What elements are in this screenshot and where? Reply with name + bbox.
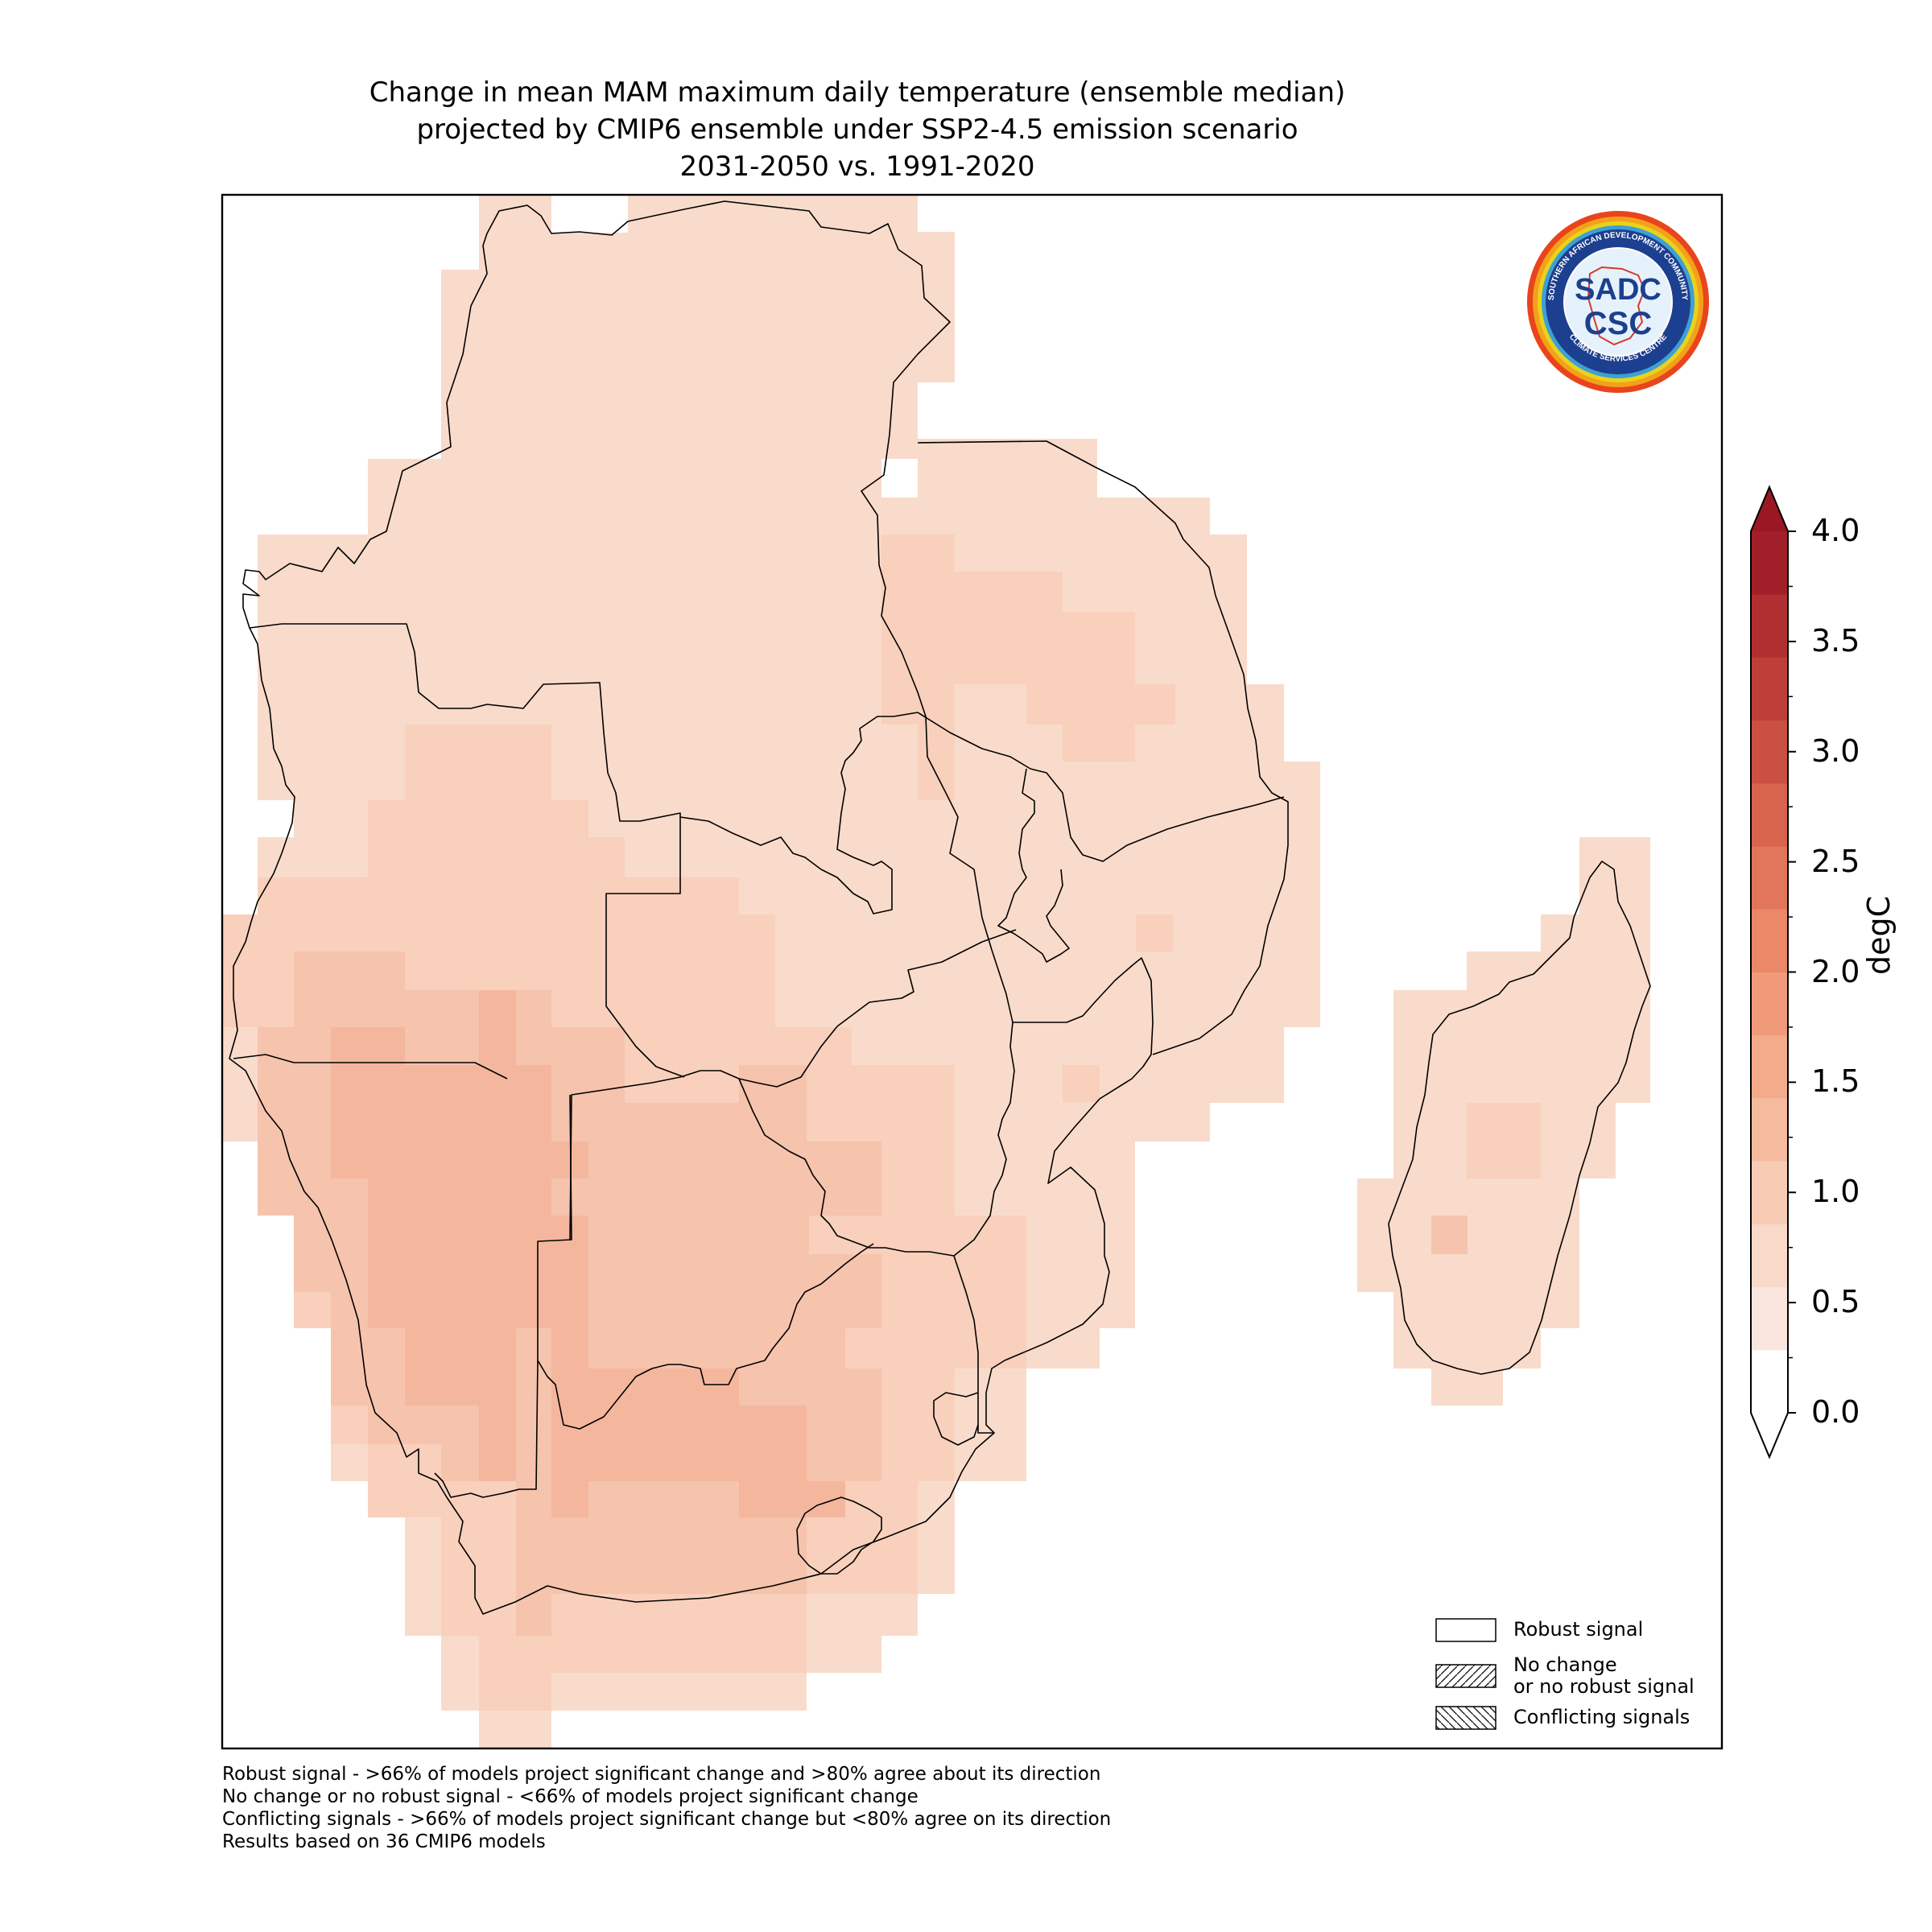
- colorbar-segment: [1751, 1097, 1788, 1162]
- legend-label-robust: Robust signal: [1513, 1618, 1644, 1641]
- title-line-2: projected by CMIP6 ensemble under SSP2-4…: [416, 114, 1298, 146]
- colorbar-tick-label: 1.5: [1811, 1063, 1860, 1100]
- sadc-csc-logo: SADC CSC SOUTHERN AFRICAN DEVELOPMENT CO…: [1527, 211, 1709, 393]
- border-angola-namibia: [233, 1054, 508, 1080]
- colorbar-segment: [1751, 1286, 1788, 1351]
- border-zambia-zimbabwe: [569, 929, 1017, 1241]
- border-tanzania-north: [917, 712, 1285, 862]
- country-boundaries: [229, 200, 1651, 1615]
- legend-swatch-no-change: [1435, 1664, 1496, 1688]
- grid-gap-lake: [881, 459, 918, 497]
- colorbar-segment: [1751, 782, 1788, 847]
- coastline-east-africa: [917, 440, 1289, 1055]
- colorbar-segment: [1751, 1161, 1788, 1224]
- map-frame: [221, 193, 1724, 1750]
- grid-cell-mozambique: [1136, 914, 1173, 952]
- colorbar-tick-label: 2.0: [1811, 953, 1860, 989]
- colorbar-segment: [1751, 1349, 1788, 1414]
- footnote-4: Results based on 36 CMIP6 models: [222, 1831, 546, 1852]
- colorbar-tick-label: 4.0: [1811, 513, 1860, 548]
- title-line-3: 2031-2050 vs. 1991-2020: [679, 151, 1035, 183]
- border-south-africa-mozambique: [953, 1255, 994, 1434]
- logo-africa-icon: [1587, 266, 1646, 346]
- footnotes: Robust signal - >66% of models project s…: [222, 1763, 1111, 1853]
- colorbar-extend-high: [1751, 487, 1788, 531]
- logo-mark-bottom: CSC: [1584, 306, 1652, 341]
- title-line-1: Change in mean MAM maximum daily tempera…: [369, 76, 1346, 109]
- colorbar-tick-label: 0.5: [1811, 1284, 1860, 1320]
- colorbar-tick-label: 1.0: [1811, 1174, 1860, 1210]
- coastline-mainland: [229, 200, 1154, 1615]
- colorbar: [1750, 485, 1796, 1459]
- footnote-1: Robust signal - >66% of models project s…: [222, 1764, 1101, 1785]
- border-south-africa-botswana: [537, 1243, 874, 1430]
- grid-region-highest: [331, 990, 625, 1481]
- border-drc-angola: [249, 623, 681, 853]
- coastline-madagascar: [1388, 861, 1651, 1375]
- colorbar-tick-label: 0.0: [1811, 1394, 1860, 1430]
- temperature-grid: [222, 195, 1650, 1748]
- footnote-2: No change or no robust signal - <66% of …: [222, 1786, 919, 1807]
- colorbar-segment: [1751, 909, 1788, 972]
- border-drc-zambia: [679, 712, 919, 914]
- legend-label-no-change-1: No change: [1513, 1653, 1617, 1676]
- border-eswatini: [933, 1392, 979, 1446]
- border-botswana-namibia: [434, 1094, 572, 1498]
- colorbar-segment: [1751, 657, 1788, 721]
- grid-region-moderate-east: [881, 535, 1175, 800]
- colorbar-tick-label: 3.5: [1811, 622, 1860, 658]
- footnote-3: Conflicting signals - >66% of models pro…: [222, 1809, 1112, 1830]
- colorbar-tick-label: 2.5: [1811, 843, 1860, 879]
- colorbar-label: degC: [1861, 895, 1897, 975]
- colorbar-segment: [1751, 531, 1788, 595]
- colorbar-segment: [1751, 720, 1788, 784]
- colorbar-segment: [1751, 972, 1788, 1036]
- border-zambia-malawi-mozambique: [997, 768, 1070, 963]
- legend-label-conflicting: Conflicting signals: [1513, 1706, 1690, 1728]
- border-lesotho: [796, 1496, 882, 1575]
- grid-cell-mozambique-south: [1063, 1065, 1100, 1102]
- grid-region-highest-south: [551, 1368, 845, 1517]
- border-zimbabwe: [738, 1022, 1015, 1257]
- legend-label-no-change-2: or no robust signal: [1513, 1675, 1695, 1698]
- colorbar-extend-low: [1751, 1413, 1788, 1457]
- grid-cell-madagascar-high: [1431, 1216, 1468, 1254]
- colorbar-segment: [1751, 594, 1788, 658]
- grid-gap-north: [551, 195, 628, 233]
- colorbar-segment: [1751, 1034, 1788, 1099]
- colorbar-segment: [1751, 1224, 1788, 1288]
- colorbar-tick-label: 3.0: [1811, 733, 1860, 769]
- legend-swatch-robust: [1435, 1618, 1496, 1642]
- logo-mark-top: SADC: [1575, 273, 1662, 307]
- colorbar-segment: [1751, 846, 1788, 910]
- border-angola-zambia: [605, 853, 685, 1078]
- grid-cell-madagascar-moderate: [1467, 1103, 1541, 1179]
- map-title: Change in mean MAM maximum daily tempera…: [222, 74, 1492, 185]
- legend-swatch-conflicting: [1435, 1706, 1496, 1730]
